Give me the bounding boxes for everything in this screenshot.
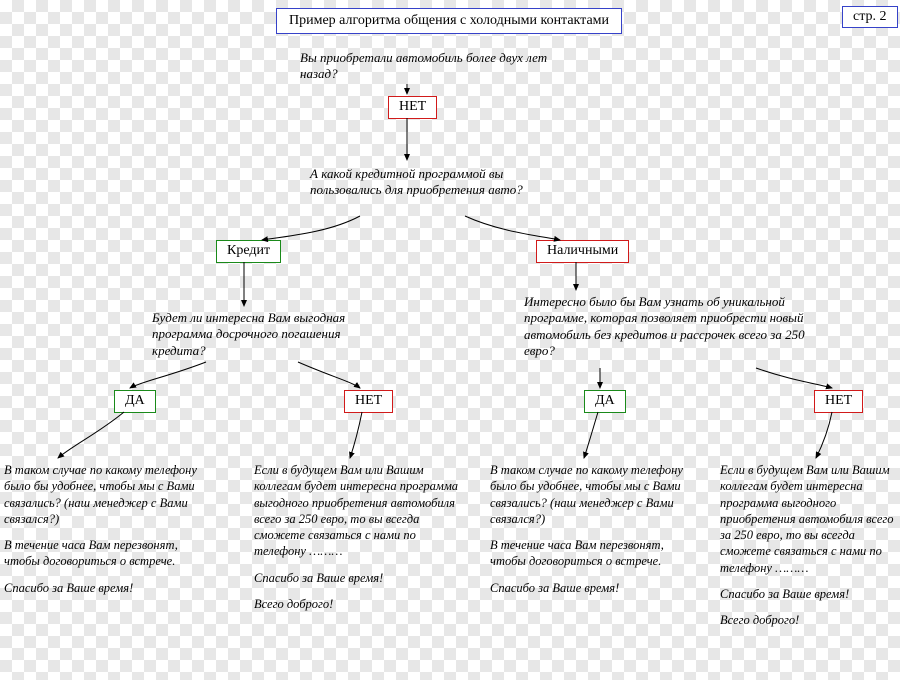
leaf-text: Спасибо за Ваше время! <box>490 580 700 596</box>
leaf-text: В течение часа Вам перезвонят, чтобы дог… <box>4 537 214 570</box>
leaf-text: Спасибо за Ваше время! <box>4 580 214 596</box>
answer-da-right: ДА <box>584 390 626 413</box>
leaf-text: В таком случае по какому телефону было б… <box>4 462 214 527</box>
leaf-text: Если в будущем Вам или Вашим коллегам бу… <box>720 462 900 576</box>
title-box: Пример алгоритма общения с холодными кон… <box>276 8 622 34</box>
page-number-text: стр. 2 <box>853 9 887 24</box>
question-q4: Интересно было бы Вам узнать об уникальн… <box>524 294 834 359</box>
title-text: Пример алгоритма общения с холодными кон… <box>289 13 609 28</box>
flowchart-stage: Пример алгоритма общения с холодными кон… <box>0 0 900 680</box>
leaf-3: В таком случае по какому телефону было б… <box>490 462 700 606</box>
leaf-2: Если в будущем Вам или Вашим коллегам бу… <box>254 462 464 622</box>
page-number-box: стр. 2 <box>842 6 898 28</box>
leaf-text: В течение часа Вам перезвонят, чтобы дог… <box>490 537 700 570</box>
leaf-text: Всего доброго! <box>254 596 464 612</box>
answer-net-right: НЕТ <box>814 390 863 413</box>
leaf-text: Всего доброго! <box>720 612 900 628</box>
answer-da-left: ДА <box>114 390 156 413</box>
leaf-4: Если в будущем Вам или Вашим коллегам бу… <box>720 462 900 638</box>
answer-net-left: НЕТ <box>344 390 393 413</box>
leaf-text: В таком случае по какому телефону было б… <box>490 462 700 527</box>
answer-net-1: НЕТ <box>388 96 437 119</box>
answer-kredit: Кредит <box>216 240 281 263</box>
leaf-text: Спасибо за Ваше время! <box>720 586 900 602</box>
answer-nalichnymi: Наличными <box>536 240 629 263</box>
question-q2: А какой кредитной программой вы пользова… <box>310 166 550 199</box>
question-q3: Будет ли интересна Вам выгодная программ… <box>152 310 382 359</box>
leaf-1: В таком случае по какому телефону было б… <box>4 462 214 606</box>
leaf-text: Если в будущем Вам или Вашим коллегам бу… <box>254 462 464 560</box>
leaf-text: Спасибо за Ваше время! <box>254 570 464 586</box>
question-q1: Вы приобретали автомобиль более двух лет… <box>300 50 560 83</box>
